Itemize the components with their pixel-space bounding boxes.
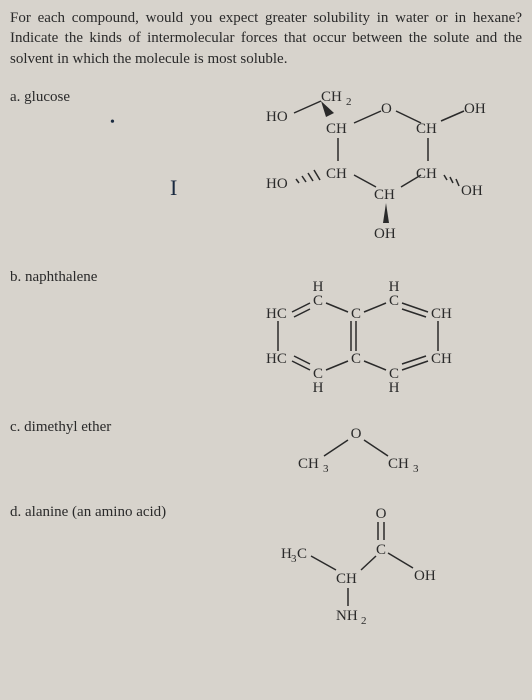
dme-structure: O CH 3 CH 3: [210, 413, 522, 488]
label-CH: CH: [336, 571, 357, 587]
naphthalene-structure: HC HC H C C H C C H C C H CH CH: [210, 263, 522, 403]
label-CH: CH: [326, 166, 347, 182]
hash: [456, 179, 459, 186]
label-C: C: [313, 293, 323, 309]
label-H: H: [313, 380, 324, 396]
label-HC: HC: [266, 306, 287, 322]
label-C: C: [351, 351, 361, 367]
label-CH: CH: [431, 306, 452, 322]
label-H3Cc: C: [297, 546, 307, 562]
bond: [354, 111, 381, 123]
item-d-label: d. alanine (an amino acid): [10, 498, 210, 521]
label-NH2sub: 2: [361, 615, 367, 627]
label-O: O: [381, 101, 392, 117]
label-CH2: CH: [321, 89, 342, 105]
hash: [308, 173, 313, 181]
item-letter: a.: [10, 89, 20, 105]
label-CH3: CH: [388, 456, 409, 472]
dme-svg: O CH 3 CH 3: [266, 413, 466, 488]
label-CH3sub: 3: [413, 463, 419, 475]
label-CH3: CH: [298, 456, 319, 472]
item-name: dimethyl ether: [24, 419, 111, 435]
hash: [450, 177, 453, 183]
bond: [324, 440, 348, 456]
label-NH2: NH: [336, 608, 358, 624]
label-CH: CH: [374, 187, 395, 203]
label-C: C: [376, 542, 386, 558]
item-letter: c.: [10, 419, 20, 435]
bond: [294, 101, 321, 113]
bond: [326, 303, 348, 312]
item-name: naphthalene: [25, 269, 97, 285]
pen-mark-dot: •: [110, 115, 115, 131]
item-c-label: c. dimethyl ether: [10, 413, 210, 436]
bond: [361, 556, 376, 570]
hash: [296, 179, 299, 183]
label-C: C: [351, 306, 361, 322]
problem-statement: For each compound, would you expect grea…: [10, 8, 522, 69]
pen-mark-I: I: [170, 175, 177, 201]
glucose-svg: HO CH 2 CH O CH OH HO CH CH: [226, 83, 506, 253]
label-OH: OH: [374, 226, 396, 242]
hash: [314, 170, 320, 180]
item-name: glucose: [24, 89, 70, 105]
item-name: alanine (an amino acid): [25, 504, 166, 520]
bond: [441, 111, 464, 121]
item-b: b. naphthalene HC HC H C C H C C H C C H…: [10, 263, 522, 403]
item-letter: b.: [10, 269, 21, 285]
bond: [388, 553, 413, 568]
label-CH: CH: [416, 166, 437, 182]
item-a-label: a. glucose: [10, 83, 210, 106]
item-letter: d.: [10, 504, 21, 520]
item-c: c. dimethyl ether O CH 3 CH 3: [10, 413, 522, 488]
label-CH: CH: [416, 121, 437, 137]
bond: [326, 361, 348, 370]
bond: [364, 361, 386, 370]
bond: [354, 175, 376, 187]
label-HC: HC: [266, 351, 287, 367]
hash: [302, 176, 306, 182]
label-HO: HO: [266, 176, 288, 192]
label-C: C: [389, 293, 399, 309]
label-OH: OH: [461, 183, 483, 199]
bond: [364, 440, 388, 456]
wedge: [383, 203, 389, 223]
label-O: O: [376, 506, 387, 522]
label-HO: HO: [266, 109, 288, 125]
item-d: d. alanine (an amino acid) O C H 3 C CH …: [10, 498, 522, 628]
label-CH: CH: [431, 351, 452, 367]
label-CH: CH: [326, 121, 347, 137]
bond: [311, 556, 336, 570]
hash: [444, 175, 447, 180]
label-CH3sub: 3: [323, 463, 329, 475]
alanine-svg: O C H 3 C CH OH NH 2: [251, 498, 481, 628]
label-CH2sub: 2: [346, 96, 352, 108]
alanine-structure: O C H 3 C CH OH NH 2: [210, 498, 522, 628]
label-H: H: [389, 380, 400, 396]
item-a: a. glucose HO CH 2 CH O CH OH HO: [10, 83, 522, 253]
naphthalene-svg: HC HC H C C H C C H C C H CH CH: [236, 263, 496, 403]
label-OH: OH: [414, 568, 436, 584]
glucose-structure: HO CH 2 CH O CH OH HO CH CH: [210, 83, 522, 253]
label-O: O: [351, 426, 362, 442]
bond: [364, 303, 386, 312]
label-OH: OH: [464, 101, 486, 117]
item-b-label: b. naphthalene: [10, 263, 210, 286]
